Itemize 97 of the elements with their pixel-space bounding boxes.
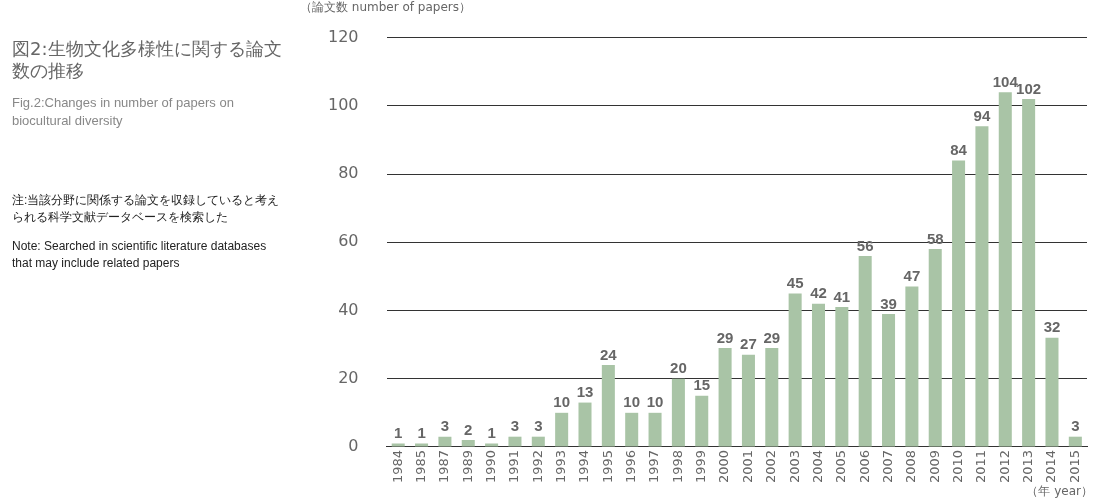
- data-label: 20: [670, 359, 687, 377]
- y-tick-label: 0: [348, 436, 359, 456]
- bar: [858, 255, 872, 447]
- bar: [695, 395, 709, 447]
- data-label: 42: [810, 284, 827, 302]
- x-tick-label: 2003: [786, 449, 802, 484]
- bar: [998, 92, 1012, 447]
- bar: [601, 365, 615, 447]
- x-tick-label: 2008: [903, 449, 919, 484]
- bar: [952, 160, 966, 447]
- x-tick-label: 1993: [553, 449, 569, 484]
- x-axis-title: （年 year）: [1026, 484, 1093, 499]
- data-label: 39: [880, 294, 897, 312]
- x-tick-label: 1984: [389, 449, 405, 484]
- x-tick-label: 2015: [1066, 449, 1082, 484]
- y-tick-label: 80: [338, 163, 359, 183]
- bar: [1022, 99, 1036, 447]
- text: Fig.2:Changes in number of papers on biocultural diversity: [12, 94, 235, 130]
- x-tick-label: 2010: [949, 449, 965, 484]
- bar: [438, 436, 452, 447]
- data-label: 24: [600, 345, 618, 363]
- bar: [975, 126, 989, 447]
- x-tick-label: 1995: [599, 449, 615, 484]
- x-tick-label: 2000: [716, 449, 732, 484]
- x-tick-label: 2011: [973, 449, 989, 484]
- bar: [578, 402, 592, 447]
- data-label: 2: [464, 420, 473, 438]
- x-tick-label: 2012: [996, 449, 1012, 484]
- data-label: 1: [487, 424, 496, 442]
- x-tick-label: 2013: [1020, 449, 1035, 484]
- text: Note: Searched in scientific literature databases that may include related papers: [12, 238, 268, 272]
- text: 図2:生物文化多様性に関する論文数の推移: [12, 38, 283, 82]
- x-tick-label: 2007: [879, 449, 895, 484]
- x-tick-label: 2002: [763, 449, 779, 484]
- x-tick-label: 1991: [506, 449, 522, 484]
- text: 注:当該分野に関係する論文を収録していると考えられる科学文献データベースを検索した: [12, 192, 281, 226]
- x-tick-label: 1989: [459, 449, 475, 484]
- bar: [648, 412, 662, 447]
- data-label: 10: [646, 393, 664, 411]
- data-label: 13: [576, 383, 594, 401]
- data-label: 10: [623, 393, 641, 411]
- y-tick-label: 20: [338, 367, 359, 387]
- data-label: 104: [992, 72, 1019, 90]
- y-axis-title: （論文数 number of papers）: [300, 0, 471, 15]
- x-tick-label: 1994: [576, 449, 592, 484]
- x-tick-label: 2004: [809, 449, 825, 484]
- data-label: 27: [740, 335, 757, 353]
- x-tick-label: 1998: [669, 449, 685, 484]
- bar: [741, 354, 755, 447]
- y-tick-label: 100: [327, 94, 359, 114]
- x-tick-label: 2006: [856, 449, 872, 484]
- x-tick-label: 2005: [833, 449, 849, 484]
- x-tick-label: 1985: [412, 449, 428, 484]
- x-tick-label: 2014: [1043, 449, 1059, 484]
- x-tick-label: 1992: [529, 449, 545, 484]
- bar: [1068, 436, 1082, 447]
- y-tick-label: 120: [327, 26, 359, 46]
- bar: [905, 286, 919, 447]
- data-label: 84: [950, 141, 968, 159]
- x-tick-label: 2001: [739, 449, 755, 484]
- bar: [718, 348, 732, 447]
- data-label: 45: [786, 274, 804, 292]
- bar: [835, 307, 849, 447]
- x-tick-label: 1996: [623, 449, 639, 484]
- data-label: 1: [417, 424, 426, 442]
- data-label: 15: [693, 376, 711, 394]
- y-tick-label: 60: [338, 231, 359, 251]
- data-label: 32: [1043, 318, 1061, 336]
- bar: [531, 436, 545, 447]
- bar: [671, 378, 685, 447]
- x-tick-label: 1999: [693, 449, 709, 484]
- data-label: 10: [553, 393, 570, 411]
- data-label: 3: [440, 417, 450, 435]
- bar: [882, 313, 896, 447]
- bar: [461, 440, 475, 447]
- bar: [765, 348, 779, 447]
- bar: [811, 303, 825, 447]
- bar: [788, 293, 802, 447]
- bar: [1045, 337, 1059, 447]
- bar: [508, 436, 522, 447]
- bar: [625, 412, 639, 447]
- bar: [928, 249, 942, 447]
- y-tick-label: 40: [338, 299, 359, 319]
- x-tick-label: 1997: [646, 449, 662, 484]
- data-label: 1: [394, 424, 403, 442]
- bar: [555, 412, 569, 447]
- x-tick-label: 1987: [436, 449, 452, 484]
- data-label: 47: [903, 267, 921, 285]
- x-tick-label: 1990: [482, 449, 498, 484]
- data-label: 41: [833, 287, 851, 305]
- data-label: 3: [534, 417, 543, 435]
- data-label: 3: [1071, 417, 1080, 435]
- data-label: 3: [510, 417, 520, 435]
- x-tick-label: 2009: [926, 449, 942, 484]
- data-label: 29: [763, 328, 781, 346]
- data-label: 29: [716, 328, 734, 346]
- data-label: 94: [973, 106, 991, 124]
